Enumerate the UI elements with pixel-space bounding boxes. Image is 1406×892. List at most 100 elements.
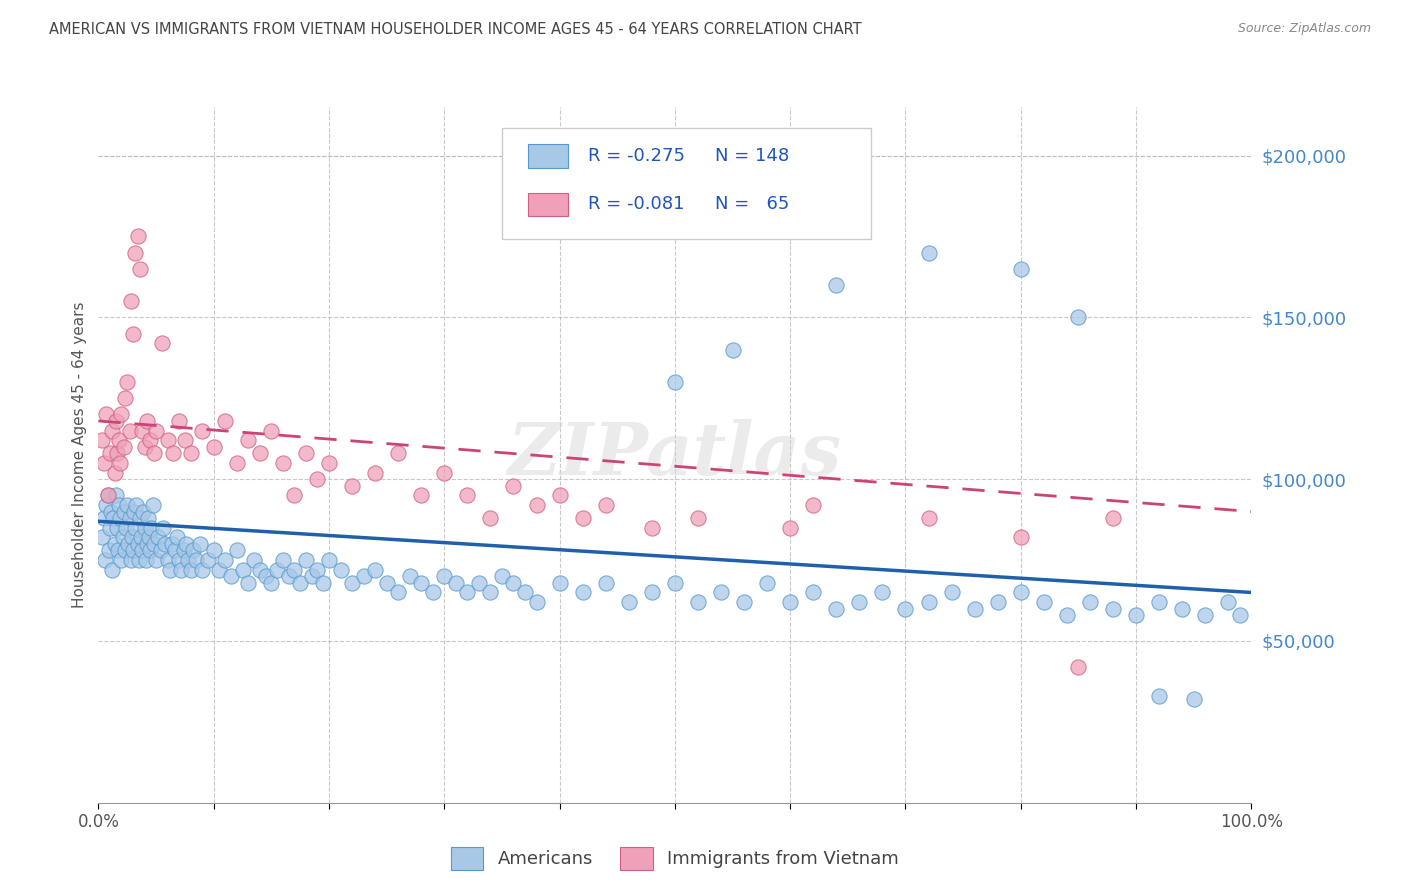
Point <box>129 531 152 545</box>
Point <box>110 408 132 422</box>
Point <box>124 245 146 260</box>
Point <box>411 575 433 590</box>
Point <box>801 585 824 599</box>
Point <box>90 531 112 545</box>
Point <box>238 434 260 448</box>
Point <box>145 553 167 567</box>
Point <box>872 585 894 599</box>
Point <box>848 595 870 609</box>
Point <box>295 553 318 567</box>
Point <box>114 543 136 558</box>
Point <box>142 446 165 460</box>
Point <box>479 585 502 599</box>
Point <box>107 543 129 558</box>
Point <box>98 446 121 460</box>
Point <box>118 424 141 438</box>
Point <box>1102 601 1125 615</box>
Point <box>108 434 131 448</box>
Legend: Americans, Immigrants from Vietnam: Americans, Immigrants from Vietnam <box>444 839 905 877</box>
Point <box>191 563 214 577</box>
Point <box>364 563 387 577</box>
FancyBboxPatch shape <box>529 193 568 216</box>
Point <box>617 595 640 609</box>
Point <box>571 511 593 525</box>
Point <box>98 521 121 535</box>
Point <box>301 569 323 583</box>
Point <box>117 537 139 551</box>
Point <box>108 498 131 512</box>
Point <box>1067 660 1090 674</box>
Point <box>110 553 132 567</box>
Text: R = -0.275: R = -0.275 <box>588 147 685 165</box>
Point <box>595 575 617 590</box>
Point <box>479 511 502 525</box>
Point <box>664 575 686 590</box>
Point <box>260 424 283 438</box>
Point <box>526 595 548 609</box>
Point <box>756 575 779 590</box>
Point <box>243 553 266 567</box>
Point <box>312 575 335 590</box>
Point <box>307 472 329 486</box>
Point <box>318 456 340 470</box>
Point <box>318 553 340 567</box>
Point <box>174 537 197 551</box>
Point <box>202 543 225 558</box>
Point <box>917 595 939 609</box>
Point <box>139 543 162 558</box>
Point <box>433 569 456 583</box>
Point <box>135 553 157 567</box>
Point <box>254 569 277 583</box>
Point <box>128 553 150 567</box>
Point <box>456 488 478 502</box>
Point <box>375 575 398 590</box>
Point <box>202 440 225 454</box>
Point <box>1147 595 1170 609</box>
Point <box>129 511 152 525</box>
Point <box>145 424 167 438</box>
Point <box>1078 595 1101 609</box>
Point <box>456 585 478 599</box>
Point <box>422 585 444 599</box>
Point <box>156 434 179 448</box>
Point <box>340 478 363 492</box>
Point <box>97 543 120 558</box>
Point <box>166 531 188 545</box>
Point <box>260 575 283 590</box>
Point <box>148 531 170 545</box>
Point <box>101 424 124 438</box>
Point <box>1056 608 1078 623</box>
Point <box>1067 310 1090 325</box>
Point <box>180 446 202 460</box>
Point <box>104 414 127 428</box>
Point <box>710 585 733 599</box>
Point <box>387 446 409 460</box>
Point <box>167 553 190 567</box>
Point <box>139 434 162 448</box>
Point <box>120 294 142 309</box>
Point <box>101 563 124 577</box>
Point <box>502 478 524 492</box>
Point <box>249 446 271 460</box>
Point <box>641 585 664 599</box>
Point <box>231 563 254 577</box>
Point <box>641 521 664 535</box>
Point <box>134 521 156 535</box>
Point <box>103 537 125 551</box>
Point <box>283 488 305 502</box>
Point <box>122 326 145 341</box>
Point <box>411 488 433 502</box>
Point <box>173 543 195 558</box>
Point <box>152 521 174 535</box>
Point <box>96 498 118 512</box>
Text: N = 148: N = 148 <box>716 147 790 165</box>
Point <box>149 543 172 558</box>
Text: Source: ZipAtlas.com: Source: ZipAtlas.com <box>1237 22 1371 36</box>
Point <box>917 511 939 525</box>
Point <box>266 563 288 577</box>
Point <box>120 553 142 567</box>
Point <box>364 466 387 480</box>
Point <box>112 440 135 454</box>
Point <box>122 504 145 518</box>
Point <box>136 511 159 525</box>
